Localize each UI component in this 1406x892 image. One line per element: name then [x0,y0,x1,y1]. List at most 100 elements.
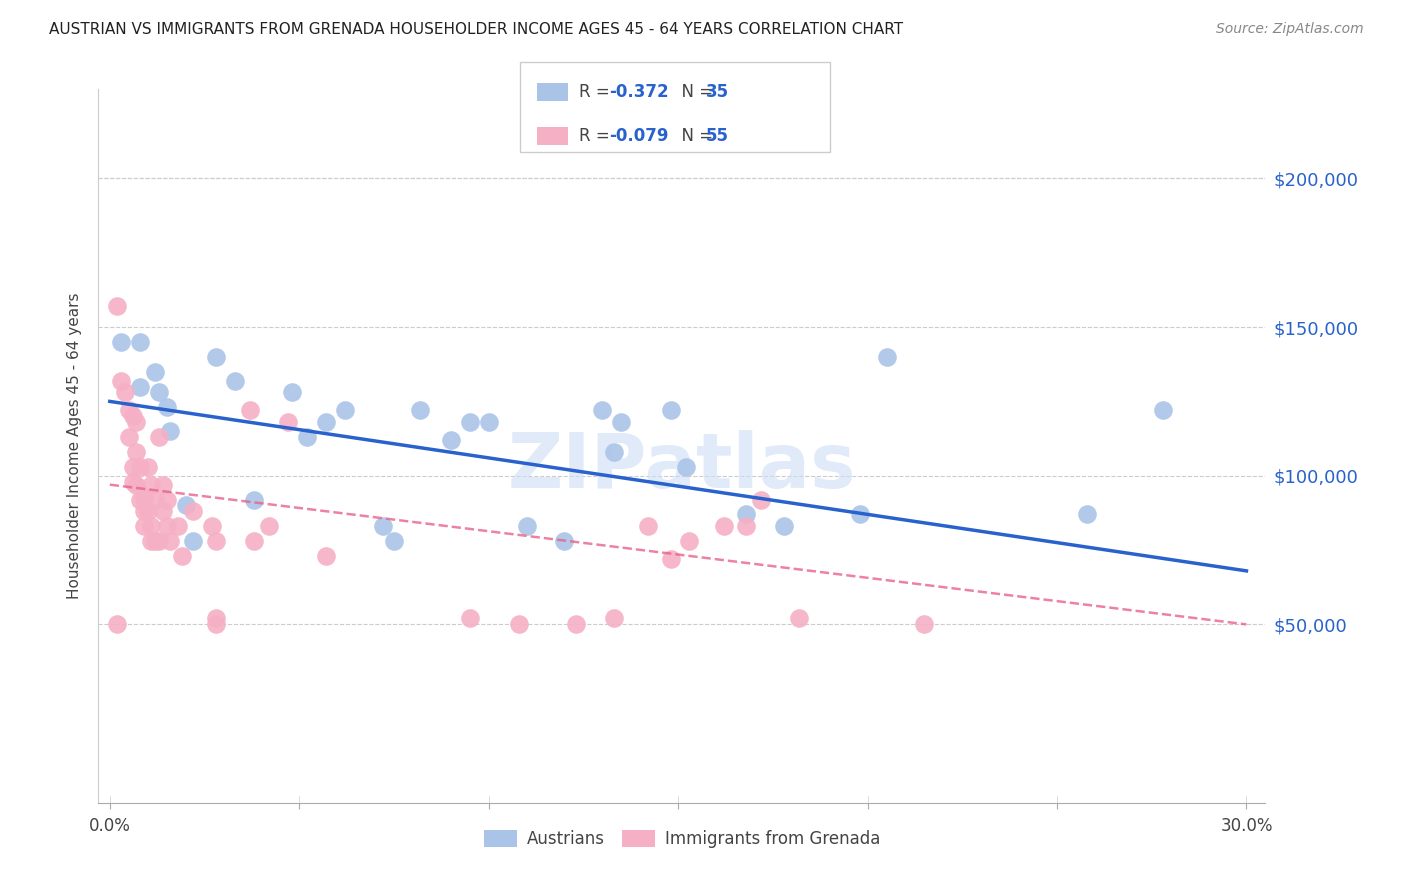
Point [156,519,179,533]
Point [141,477,163,491]
Point [257,519,280,533]
Point [156,492,179,507]
Point [143,492,166,507]
Point [1076,508,1098,522]
Text: ZIPatlas: ZIPatlas [508,431,856,504]
Point [678,534,700,549]
Point [170,549,193,563]
Point [141,534,163,549]
Point [129,379,152,393]
Legend: Austrians, Immigrants from Grenada: Austrians, Immigrants from Grenada [477,823,887,855]
Point [659,403,682,417]
Point [458,611,481,625]
Point [174,499,197,513]
Point [181,504,204,518]
Point [295,430,318,444]
Point [143,365,166,379]
Point [159,534,181,549]
Point [440,433,463,447]
Point [409,403,432,417]
Point [478,415,501,429]
Point [118,403,141,417]
Point [508,617,530,632]
Point [224,374,246,388]
Point [610,415,633,429]
Point [242,492,264,507]
Point [132,490,155,504]
Point [315,549,337,563]
Y-axis label: Householder Income Ages 45 - 64 years: Householder Income Ages 45 - 64 years [67,293,83,599]
Point [159,424,181,438]
Text: AUSTRIAN VS IMMIGRANTS FROM GRENADA HOUSEHOLDER INCOME AGES 45 - 64 YEARS CORREL: AUSTRIAN VS IMMIGRANTS FROM GRENADA HOUS… [49,22,903,37]
Point [148,534,170,549]
Point [876,350,898,364]
Point [789,611,811,625]
Point [205,611,228,625]
Text: R =: R = [579,83,616,101]
Point [152,477,174,491]
Point [751,492,773,507]
Point [129,492,152,507]
Point [152,504,174,518]
Point [167,519,190,533]
Point [105,299,128,313]
Text: -0.372: -0.372 [609,83,668,101]
Point [205,534,228,549]
Point [118,430,141,444]
Point [773,519,796,533]
Text: R =: R = [579,127,616,145]
Point [315,415,337,429]
Point [129,334,152,349]
Point [136,504,159,518]
Point [201,519,224,533]
Point [125,445,148,459]
Point [602,611,624,625]
Point [148,430,170,444]
Point [121,475,143,489]
Point [242,534,264,549]
Point [136,459,159,474]
Point [637,519,659,533]
Point [148,385,170,400]
Point [125,415,148,429]
Point [114,385,136,400]
Text: 55: 55 [706,127,728,145]
Point [458,415,481,429]
Point [1152,403,1174,417]
Text: N =: N = [671,127,718,145]
Text: -0.079: -0.079 [609,127,668,145]
Point [110,374,132,388]
Point [735,519,758,533]
Point [141,519,163,533]
Point [156,401,179,415]
Point [132,504,155,518]
Point [602,445,624,459]
Point [516,519,538,533]
Point [181,534,204,549]
Text: Source: ZipAtlas.com: Source: ZipAtlas.com [1216,22,1364,37]
Point [143,534,166,549]
Point [121,459,143,474]
Point [280,385,302,400]
Text: N =: N = [671,83,718,101]
Point [110,334,132,349]
Point [553,534,575,549]
Point [675,459,697,474]
Point [205,350,228,364]
Text: 35: 35 [706,83,728,101]
Point [659,552,682,566]
Point [239,403,262,417]
Point [713,519,735,533]
Point [105,617,128,632]
Point [565,617,588,632]
Point [735,508,758,522]
Point [125,477,148,491]
Point [121,409,143,424]
Point [382,534,405,549]
Point [849,508,872,522]
Point [333,403,356,417]
Point [277,415,299,429]
Point [912,617,935,632]
Point [129,459,152,474]
Point [371,519,394,533]
